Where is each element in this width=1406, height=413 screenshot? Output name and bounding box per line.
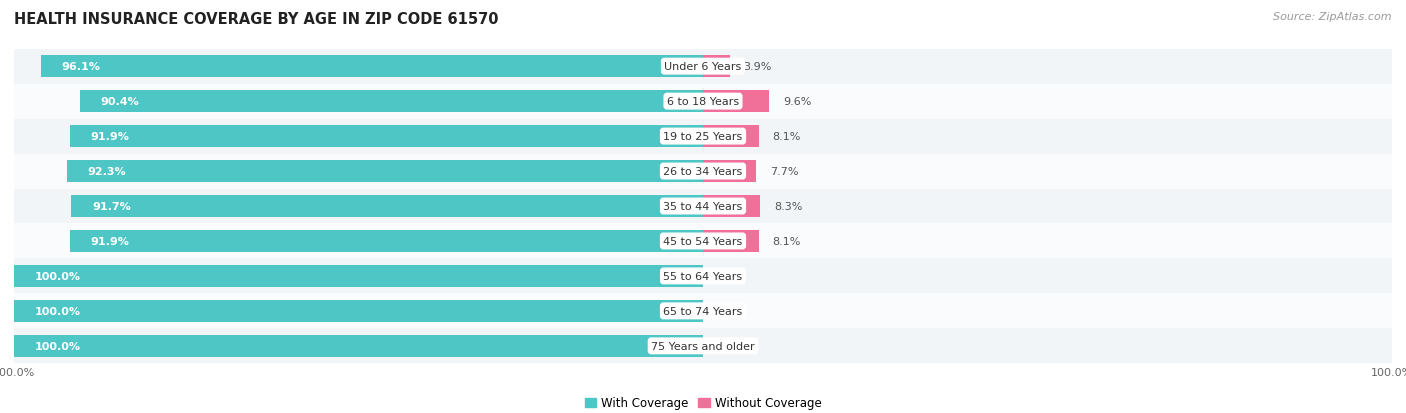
- Text: 96.1%: 96.1%: [62, 62, 100, 72]
- Text: 91.7%: 91.7%: [91, 202, 131, 211]
- Bar: [14, 50, 1392, 84]
- Bar: [14, 189, 1392, 224]
- Text: 3.9%: 3.9%: [744, 62, 772, 72]
- Text: 45 to 54 Years: 45 to 54 Years: [664, 236, 742, 247]
- Text: 100.0%: 100.0%: [35, 306, 80, 316]
- Text: 26 to 34 Years: 26 to 34 Years: [664, 166, 742, 177]
- Bar: [14, 335, 703, 357]
- Bar: [703, 230, 759, 252]
- Bar: [14, 259, 1392, 294]
- Text: HEALTH INSURANCE COVERAGE BY AGE IN ZIP CODE 61570: HEALTH INSURANCE COVERAGE BY AGE IN ZIP …: [14, 12, 499, 27]
- Text: 8.1%: 8.1%: [772, 236, 801, 247]
- Bar: [703, 91, 769, 113]
- Bar: [14, 300, 703, 322]
- Text: 91.9%: 91.9%: [90, 236, 129, 247]
- Text: 0.0%: 0.0%: [717, 306, 745, 316]
- Bar: [14, 266, 703, 287]
- Bar: [67, 161, 703, 183]
- Bar: [703, 56, 730, 78]
- Text: 0.0%: 0.0%: [717, 341, 745, 351]
- Text: 19 to 25 Years: 19 to 25 Years: [664, 132, 742, 142]
- Text: Source: ZipAtlas.com: Source: ZipAtlas.com: [1274, 12, 1392, 22]
- Text: 7.7%: 7.7%: [770, 166, 799, 177]
- Bar: [14, 329, 1392, 363]
- Text: 8.3%: 8.3%: [773, 202, 803, 211]
- Text: 55 to 64 Years: 55 to 64 Years: [664, 271, 742, 281]
- Bar: [14, 119, 1392, 154]
- Text: 90.4%: 90.4%: [101, 97, 139, 107]
- Text: 8.1%: 8.1%: [772, 132, 801, 142]
- Bar: [70, 126, 703, 147]
- Text: 65 to 74 Years: 65 to 74 Years: [664, 306, 742, 316]
- Bar: [703, 126, 759, 147]
- Text: 6 to 18 Years: 6 to 18 Years: [666, 97, 740, 107]
- Text: 75 Years and older: 75 Years and older: [651, 341, 755, 351]
- Text: Under 6 Years: Under 6 Years: [665, 62, 741, 72]
- Text: 35 to 44 Years: 35 to 44 Years: [664, 202, 742, 211]
- Text: 9.6%: 9.6%: [783, 97, 811, 107]
- Text: 100.0%: 100.0%: [35, 271, 80, 281]
- Legend: With Coverage, Without Coverage: With Coverage, Without Coverage: [579, 392, 827, 413]
- Bar: [14, 224, 1392, 259]
- Bar: [80, 91, 703, 113]
- Text: 0.0%: 0.0%: [717, 271, 745, 281]
- Text: 91.9%: 91.9%: [90, 132, 129, 142]
- Bar: [14, 294, 1392, 329]
- Bar: [14, 84, 1392, 119]
- Bar: [41, 56, 703, 78]
- Bar: [703, 196, 761, 217]
- Bar: [72, 196, 703, 217]
- Bar: [14, 154, 1392, 189]
- Text: 92.3%: 92.3%: [87, 166, 127, 177]
- Bar: [703, 161, 756, 183]
- Bar: [70, 230, 703, 252]
- Text: 100.0%: 100.0%: [35, 341, 80, 351]
